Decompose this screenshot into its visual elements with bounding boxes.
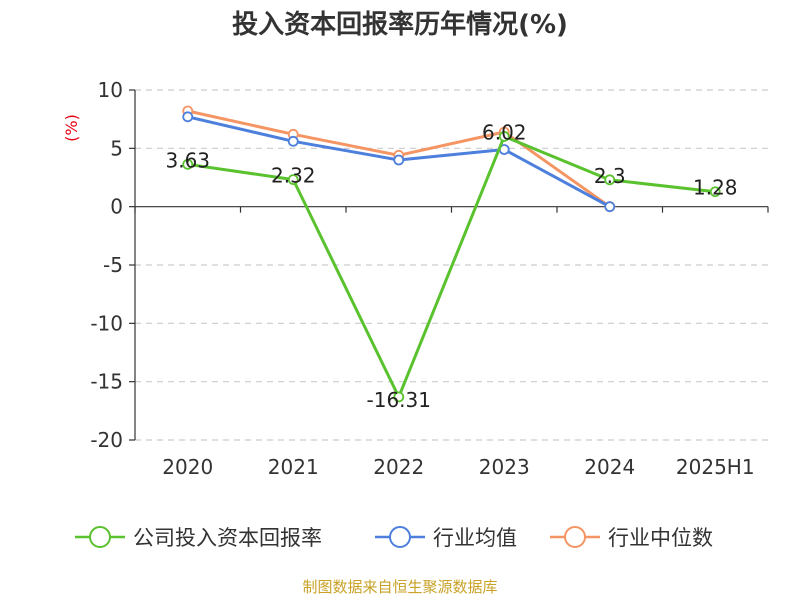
legend[interactable]: 公司投入资本回报率 行业均值 行业中位数: [75, 526, 713, 550]
data-label: 2.3: [594, 164, 626, 188]
data-label: -16.31: [367, 388, 431, 412]
axes: 10 5 0 -5 -10 -15 -20 2020 2021 2022 2023 2024 2025H…: [90, 78, 769, 479]
series-point-0: [604, 174, 616, 186]
series-point-1: [287, 135, 299, 147]
x-tick-label: 2020: [162, 455, 213, 479]
series-point-0: [393, 391, 405, 403]
y-axis-unit: (%): [62, 114, 81, 142]
y-tick-label: -10: [90, 311, 123, 335]
legend-swatch-marker: [389, 526, 411, 548]
x-tick-label: 2022: [373, 455, 424, 479]
x-tick-label: 2025H1: [676, 455, 755, 479]
y-tick-label: -5: [103, 253, 123, 277]
source-note: 制图数据来自恒生聚源数据库: [302, 578, 497, 596]
series-point-0: [709, 186, 721, 198]
data-labels: 3.63 2.32 -16.31 6.02 2.3 1.28: [165, 120, 737, 412]
series-group: [182, 105, 721, 403]
legend-swatch-marker: [564, 526, 586, 548]
series-point-1: [604, 201, 616, 213]
data-label: 1.28: [693, 176, 738, 200]
series-point-1: [182, 111, 194, 123]
data-label: 2.32: [271, 164, 316, 188]
y-tick-label: -20: [90, 428, 123, 452]
legend-label: 行业均值: [433, 526, 517, 550]
legend-label: 行业中位数: [608, 526, 713, 550]
legend-swatch-marker: [89, 526, 111, 548]
data-label: 6.02: [482, 120, 527, 144]
x-tick-label: 2023: [479, 455, 530, 479]
series-point-0: [498, 131, 510, 142]
series-point-1: [393, 154, 405, 166]
y-tick-label: 0: [110, 195, 123, 219]
chart-title: 投入资本回报率历年情况(%): [232, 9, 568, 40]
legend-item-2[interactable]: 行业中位数: [550, 526, 713, 550]
x-tick-label: 2024: [584, 455, 635, 479]
y-tick-label: 10: [98, 78, 123, 102]
legend-label: 公司投入资本回报率: [133, 526, 322, 550]
legend-item-0[interactable]: 公司投入资本回报率: [75, 526, 322, 550]
x-tick-label: 2021: [268, 455, 319, 479]
y-tick-label: 5: [110, 136, 123, 160]
series-point-0: [287, 174, 299, 186]
legend-item-1[interactable]: 行业均值: [375, 526, 517, 550]
y-tick-label: -15: [90, 370, 123, 394]
data-label: 3.63: [165, 148, 210, 172]
series-line-0: [187, 134, 716, 399]
series-point-0: [182, 158, 194, 170]
